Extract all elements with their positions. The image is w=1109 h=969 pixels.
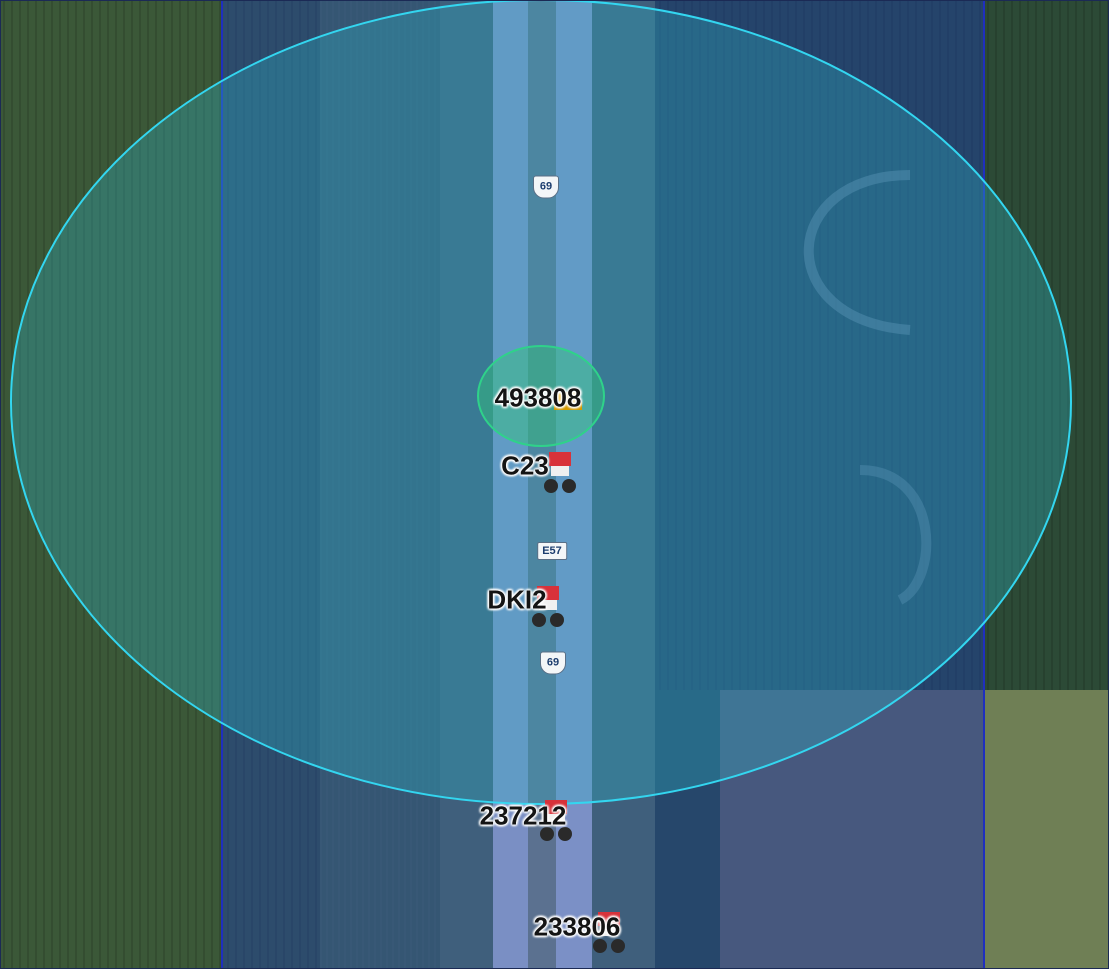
geofence-large-circle[interactable] (10, 0, 1072, 805)
dump-truck-icon (544, 452, 576, 493)
vehicle-label: C23 (501, 450, 549, 481)
dump-truck-icon (540, 800, 572, 841)
route-shield-us69: 69 (540, 651, 566, 675)
dump-truck-icon (532, 586, 564, 627)
excavator-icon (554, 392, 582, 410)
vehicle-label: 237212 (479, 800, 567, 831)
interchange-ramp (803, 170, 911, 335)
vehicle-label: 233806 (533, 911, 621, 942)
route-shield-e57: E57 (537, 542, 567, 560)
dump-truck-icon (593, 912, 625, 953)
route-shield-us69: 69 (533, 175, 559, 199)
highway-lanes-southbound (493, 0, 528, 969)
interchange-ramp (859, 465, 932, 605)
geofence-small-circle[interactable] (477, 345, 605, 447)
vehicle-label: DKI2 (487, 584, 547, 615)
vehicle-label: 493808 (494, 382, 582, 413)
zone-rectangle[interactable] (221, 0, 985, 969)
field-southeast-corner (985, 690, 1109, 969)
tree-line (645, 690, 720, 969)
